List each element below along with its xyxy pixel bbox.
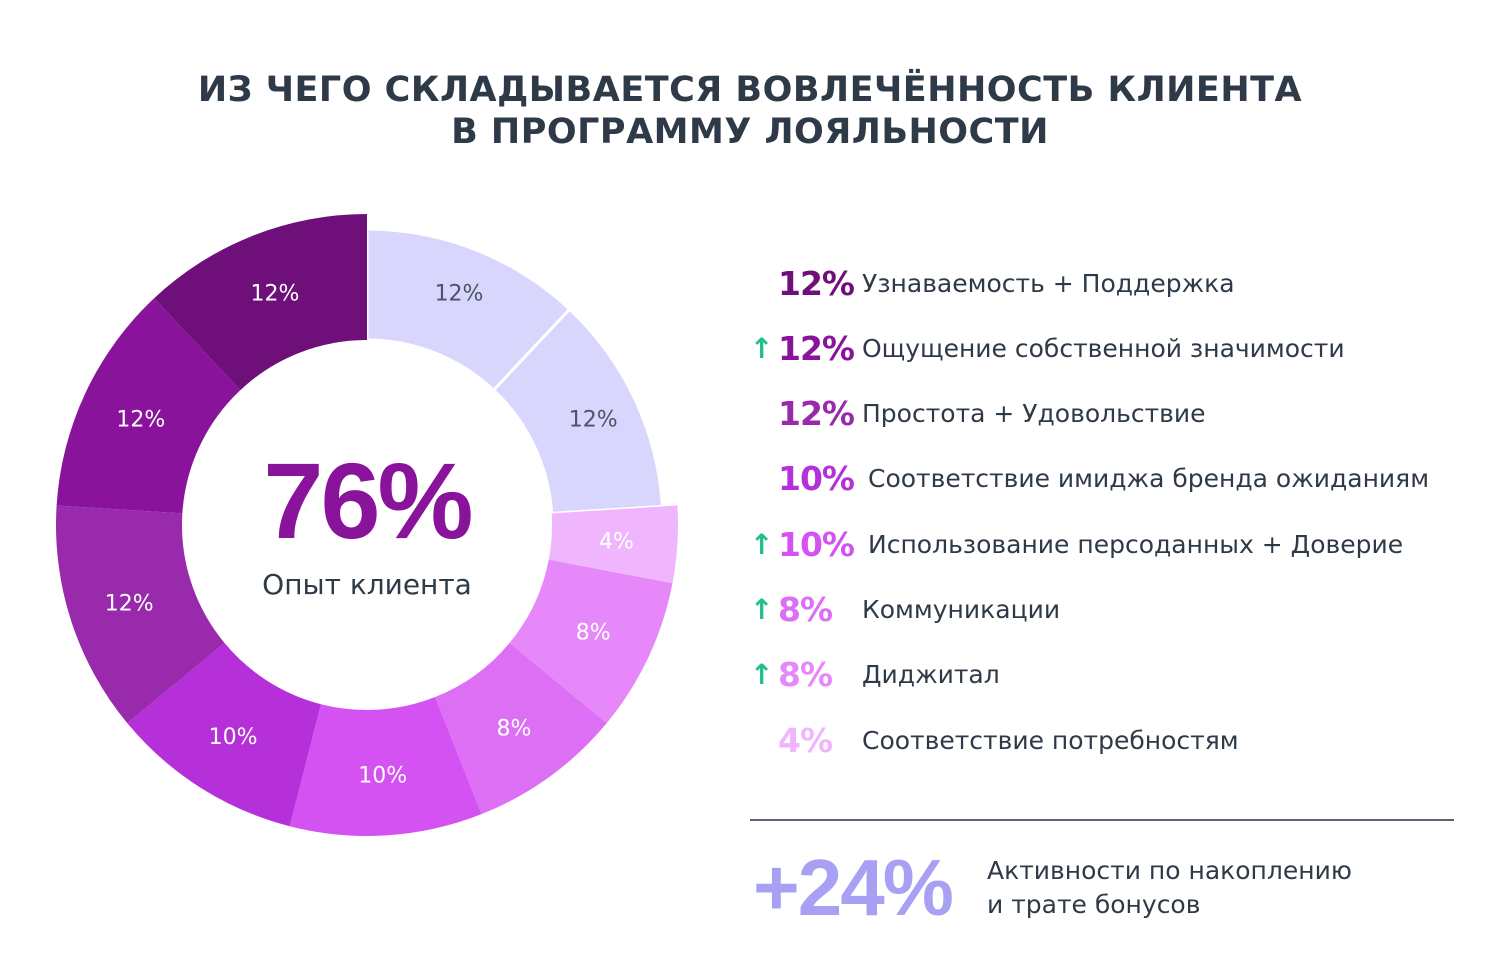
slice-3 [509, 559, 673, 724]
slice-label: 10% [209, 725, 258, 750]
legend-label: Соответствие потребностям [862, 725, 1239, 755]
slice-4 [435, 642, 607, 815]
slice-2 [548, 505, 678, 584]
divider [750, 819, 1454, 821]
legend-label: Простота + Удовольствие [862, 399, 1206, 429]
arrow-up-icon: ↑ [750, 593, 774, 626]
slice-6 [127, 642, 321, 827]
summary-line-1: Активности по накоплению [987, 856, 1352, 885]
slice-8 [56, 298, 241, 514]
slice-label: 10% [358, 764, 407, 789]
slice-label: 8% [576, 620, 611, 645]
legend-percent: 8% [778, 655, 833, 695]
legend-label: Диджитал [862, 660, 1000, 690]
legend-item: ↑ 12% Ощущение собственной значимости [750, 328, 1345, 368]
arrow-up-icon: ↑ [750, 527, 774, 561]
legend-percent: 10% [778, 459, 855, 499]
legend-percent: 12% [778, 263, 855, 303]
center-label: Опыт клиента [262, 568, 472, 601]
donut-chart: 12% 12% 4% 8% 8% 10% 10% 12% 12% 12% 76% Опыт кли… [56, 214, 678, 836]
slice-label: 12% [116, 408, 165, 433]
legend-percent: 12% [778, 394, 855, 434]
legend-item: 4% Соответствие потребностям [750, 720, 1239, 760]
summary-line-2: и трате бонусов [987, 890, 1201, 919]
slice-7 [56, 505, 225, 724]
legend-percent: 10% [778, 524, 855, 564]
legend-label: Коммуникации [862, 595, 1061, 624]
legend-percent: 8% [778, 590, 833, 629]
title-line-1: ИЗ ЧЕГО СКЛАДЫВАЕТСЯ ВОВЛЕЧЁННОСТЬ КЛИЕН… [197, 70, 1303, 110]
legend-label: Узнаваемость + Поддержка [862, 268, 1235, 298]
legend-item: 12% Простота + Удовольствие [750, 394, 1206, 434]
arrow-up-icon: ↑ [750, 658, 774, 692]
slice-label: 12% [251, 282, 300, 307]
legend-item: 10% Соответствие имиджа бренда ожиданиям [750, 459, 1429, 499]
slice-label: 4% [599, 530, 634, 555]
summary-value: +24% [753, 843, 954, 932]
slice-label: 12% [435, 282, 484, 307]
slice-label: 12% [105, 591, 154, 616]
legend-item: ↑ 8% Коммуникации [750, 590, 1060, 630]
legend-label: Ощущение собственной значимости [862, 333, 1345, 363]
legend-percent: 4% [778, 720, 833, 760]
legend-item: ↑ 8% Диджитал [750, 655, 1000, 695]
slice-label: 12% [569, 408, 618, 433]
legend-label: Использование персоданных + Доверие [868, 529, 1404, 559]
slice-5 [289, 697, 482, 836]
legend-item: 12% Узнаваемость + Поддержка [750, 263, 1235, 303]
legend-item: ↑ 10% Использование персоданных + Доверие [750, 524, 1403, 564]
title-line-2: В ПРОГРАММУ ЛОЯЛЬНОСТИ [451, 112, 1049, 152]
arrow-up-icon: ↑ [750, 331, 774, 365]
slice-1 [491, 307, 665, 515]
legend-label: Соответствие имиджа бренда ожиданиям [868, 464, 1430, 494]
legend-percent: 12% [778, 328, 855, 368]
slice-9 [154, 214, 367, 391]
slice-label: 8% [496, 716, 531, 741]
center-value: 76% [263, 440, 471, 561]
